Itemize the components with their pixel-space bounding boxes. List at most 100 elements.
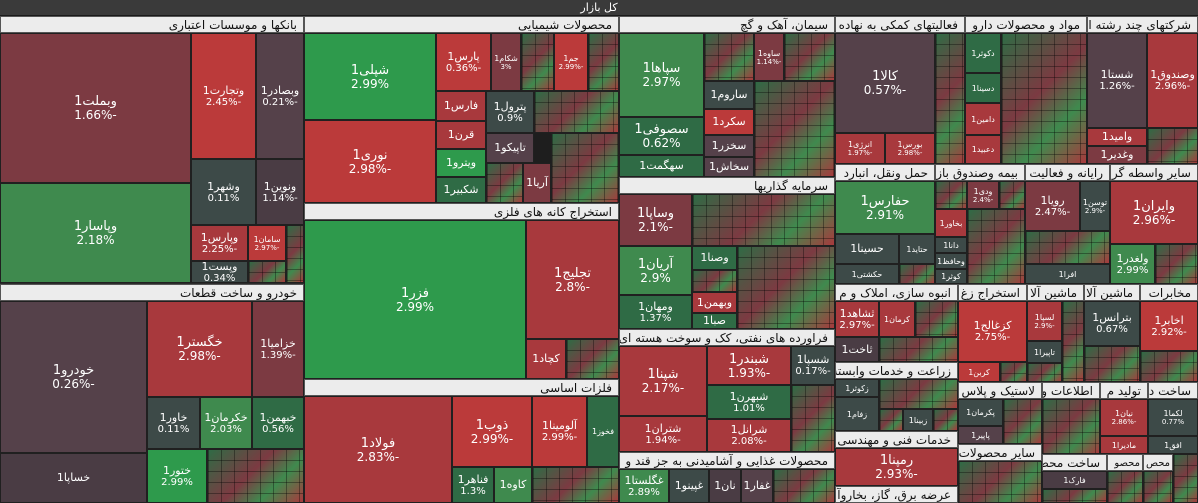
stock-tile[interactable]: شپنا1 -2.17% [619, 346, 707, 416]
stock-tile[interactable]: کربن1 [958, 362, 1000, 382]
stock-tile[interactable]: دسینا1 [965, 73, 1001, 103]
stock-tile[interactable]: کاوه1 [494, 467, 532, 503]
stock-tile[interactable]: سخزر1 [704, 135, 754, 157]
stock-tile[interactable]: رمپنا1 -2.93% [835, 448, 958, 486]
stock-tile[interactable]: تاپیرا1 [1027, 341, 1062, 363]
sector-metal-mining[interactable]: استخراج کانه های فلزی فزر1 2.99% تجلیج1 -2… [304, 203, 619, 379]
sector-multi[interactable]: شرکتهای چند رشته ا شستا1 -1.26% وصندوق1 -2… [1087, 16, 1198, 164]
stock-tile[interactable]: نیان1 -2.86% [1100, 399, 1148, 436]
stock-tile[interactable]: اخابر1 -2.92% [1140, 301, 1198, 351]
stock-tile[interactable]: خساپا1 [0, 453, 147, 503]
stock-tile[interactable]: غگلستا1 2.89% [619, 469, 669, 503]
small-stocks-mosaic[interactable] [1107, 471, 1143, 503]
small-stocks-mosaic[interactable] [791, 385, 835, 452]
sector-it[interactable]: رایانه و فعالیت رویا1 -2.47% توسن1 -2.9% ا… [1025, 164, 1110, 284]
stock-tile[interactable]: قرن1 [436, 121, 486, 149]
stock-tile[interactable]: افق1 [1148, 436, 1198, 454]
sector-other-mines[interactable]: سایر محصولات [958, 444, 1042, 503]
stock-tile[interactable]: سپاها1 2.97% [619, 33, 704, 117]
stock-tile[interactable]: نان1 [709, 469, 741, 503]
stock-tile[interactable]: آلومینا1 -2.99% [532, 396, 587, 467]
stock-tile[interactable]: وصنا1 [692, 246, 737, 270]
stock-tile[interactable]: آریا1 [523, 163, 551, 203]
small-stocks-mosaic[interactable] [879, 379, 958, 409]
small-stocks-mosaic[interactable] [1025, 231, 1110, 264]
stock-tile[interactable]: وغدیر1 [1087, 146, 1147, 164]
stock-tile[interactable]: وشهر1 0.11% [191, 159, 256, 225]
stock-tile[interactable]: ساوه1 -1.14% [754, 33, 784, 81]
stock-tile[interactable]: دامین1 [965, 103, 1001, 135]
stock-tile[interactable]: فارک1 [1042, 471, 1107, 489]
small-stocks-mosaic[interactable] [1001, 33, 1087, 164]
stock-tile[interactable]: وپست1 0.34% [191, 261, 248, 283]
sector-banks[interactable]: بانکها و موسسات اعتباری وبملت1 -1.66% وپا… [0, 16, 304, 283]
stock-tile[interactable]: ویترو1 [436, 149, 486, 177]
sector-food[interactable]: محصولات غذایی و آشامیدنی به جز قند و غگل… [619, 452, 835, 503]
sector-machinery-2[interactable]: ماشین آلا بترانس1 0.67% [1084, 284, 1140, 382]
small-stocks-mosaic[interactable] [773, 469, 835, 503]
sector-agriculture[interactable]: زراعت و خدمات وابسته زکوثر1 زفام1 زبینا1 [835, 362, 958, 431]
stock-tile[interactable]: ختور1 2.99% [147, 449, 207, 503]
stock-tile[interactable]: کوثر1 [935, 269, 967, 284]
small-stocks-mosaic[interactable] [1042, 489, 1107, 503]
stock-tile[interactable]: کچاد1 [526, 339, 566, 379]
small-stocks-mosaic[interactable] [879, 337, 958, 362]
small-stocks-mosaic[interactable] [1155, 244, 1198, 284]
small-stocks-mosaic[interactable] [532, 467, 619, 503]
stock-tile[interactable]: شرانل1 -2.08% [707, 419, 791, 452]
sector-medical-products[interactable]: تولید م نیان1 -2.86% مادیرا1 [1100, 382, 1148, 454]
stock-tile[interactable]: حتاید1 [899, 234, 935, 264]
stock-tile[interactable]: انرژی1 -1.97% [835, 133, 885, 164]
sector-engineering[interactable]: خدمات فنی و مهندسی رمپنا1 -2.93% عرضه برق… [835, 431, 958, 503]
stock-tile[interactable]: وبملت1 -1.66% [0, 33, 191, 183]
stock-tile[interactable]: پکرمان1 [958, 399, 1003, 426]
stock-tile[interactable]: ولغدر1 2.99% [1110, 244, 1155, 284]
stock-tile[interactable]: ثاخت1 [835, 337, 879, 362]
stock-tile[interactable]: زکوثر1 [835, 379, 879, 397]
stock-tile[interactable]: فناهر1 1.3% [452, 467, 494, 503]
small-stocks-mosaic[interactable] [899, 264, 935, 284]
small-stocks-mosaic[interactable] [935, 181, 967, 209]
stock-tile[interactable]: کرمان1 [879, 301, 915, 337]
stock-tile[interactable]: دعبید1 [965, 135, 1001, 164]
sector-auxiliary[interactable]: فعالیتهای کمکی به نهاده کالا1 -0.57% انرژ… [835, 16, 965, 164]
sector-cement[interactable]: سیمان، آهک و گچ سپاها1 2.97% ساوه1 -1.14% … [619, 16, 835, 177]
stock-tile[interactable]: دکوثر1 [965, 33, 1001, 73]
small-stocks-mosaic[interactable] [1000, 362, 1027, 382]
stock-tile[interactable]: شتران1 -1.94% [619, 416, 707, 452]
stock-tile[interactable]: وبهمن1 [692, 292, 737, 313]
small-stocks-mosaic[interactable] [1143, 471, 1173, 503]
sector-telecom[interactable]: مخابرات اخابر1 -2.92% [1140, 284, 1198, 382]
stock-tile[interactable]: حسینا1 [835, 234, 899, 264]
stock-tile[interactable]: فولاد1 -2.83% [304, 396, 452, 503]
stock-tile[interactable]: سکرد1 [704, 109, 754, 135]
stock-tile[interactable]: لکما1 0.77% [1148, 399, 1198, 436]
stock-tile[interactable]: رویا1 -2.47% [1025, 181, 1080, 231]
small-stocks-mosaic[interactable] [1027, 363, 1062, 382]
stock-tile[interactable]: دانا1 [935, 237, 967, 253]
sector-transport[interactable]: حمل ونقل، انبارد حفارس1 2.91% حسینا1 حتای… [835, 164, 935, 284]
small-stocks-mosaic[interactable] [692, 270, 737, 292]
stock-tile[interactable]: بخاور1 [935, 209, 967, 237]
stock-tile[interactable]: وصندوق1 -2.96% [1147, 33, 1198, 128]
small-stocks-mosaic[interactable] [486, 163, 523, 203]
small-stocks-mosaic[interactable] [967, 209, 1025, 284]
stock-tile[interactable]: فارس1 [436, 91, 486, 121]
stock-tile[interactable]: مادیرا1 [1100, 436, 1148, 454]
stock-tile[interactable]: شپلی1 2.99% [304, 33, 436, 120]
stock-tile[interactable]: پترول1 0.9% [486, 91, 534, 133]
stock-tile[interactable]: غفار1 [741, 469, 773, 503]
stock-tile[interactable]: غپینو1 [669, 469, 709, 503]
stock-tile[interactable]: وساپا1 -2.1% [619, 194, 692, 246]
stock-tile[interactable]: صبا1 [692, 313, 737, 329]
small-stocks-mosaic[interactable] [1062, 301, 1084, 382]
sector-info[interactable]: اطلاعات و [1042, 382, 1100, 454]
stock-tile[interactable]: سصوفی1 0.62% [619, 117, 704, 155]
small-stocks-mosaic[interactable] [958, 461, 1042, 503]
small-stocks-mosaic[interactable] [754, 81, 835, 177]
stock-tile[interactable]: خودرو1 -0.26% [0, 301, 147, 453]
sector-coal[interactable]: استخراج زغ کزغالح1 -2.75% کربن1 [958, 284, 1027, 382]
stock-tile[interactable]: خبهمن1 0.56% [252, 397, 304, 449]
stock-tile[interactable]: شبندر1 -1.93% [707, 346, 791, 385]
